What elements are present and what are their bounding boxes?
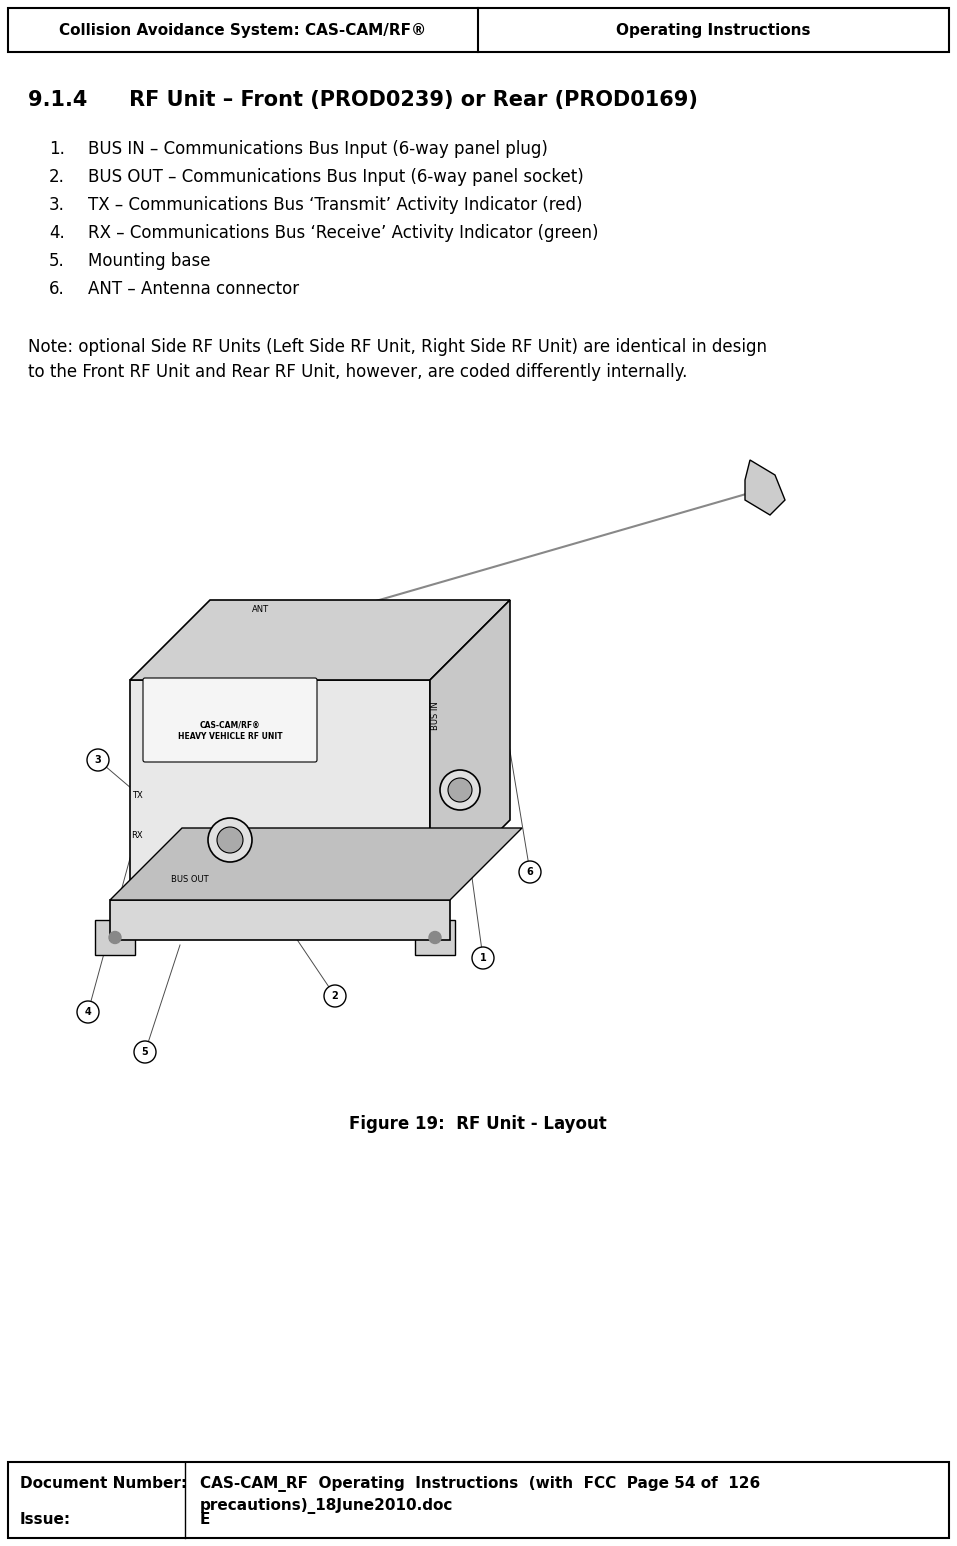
Text: RX – Communications Bus ‘Receive’ Activity Indicator (green): RX – Communications Bus ‘Receive’ Activi… — [88, 224, 598, 243]
Polygon shape — [95, 920, 135, 955]
Circle shape — [217, 827, 243, 853]
Text: ANT: ANT — [252, 606, 269, 614]
Text: BUS IN: BUS IN — [431, 702, 439, 730]
Text: Issue:: Issue: — [20, 1512, 71, 1527]
Text: CAS-CAM/RF®
HEAVY VEHICLE RF UNIT: CAS-CAM/RF® HEAVY VEHICLE RF UNIT — [178, 720, 282, 741]
Polygon shape — [415, 920, 455, 955]
Bar — [8, 8, 949, 53]
Bar — [8, 1463, 949, 1538]
Circle shape — [472, 948, 494, 969]
Text: 5.: 5. — [49, 252, 65, 271]
Circle shape — [519, 861, 541, 883]
Text: Operating Instructions: Operating Instructions — [616, 23, 811, 37]
Text: BUS OUT – Communications Bus Input (6-way panel socket): BUS OUT – Communications Bus Input (6-wa… — [88, 169, 584, 186]
Polygon shape — [110, 900, 450, 940]
Text: ANT – Antenna connector: ANT – Antenna connector — [88, 280, 300, 298]
FancyBboxPatch shape — [143, 679, 317, 762]
Text: E: E — [200, 1512, 211, 1527]
Circle shape — [324, 985, 346, 1006]
Polygon shape — [130, 680, 430, 900]
Text: TX – Communications Bus ‘Transmit’ Activity Indicator (red): TX – Communications Bus ‘Transmit’ Activ… — [88, 196, 583, 213]
Text: Collision Avoidance System: CAS-CAM/RF®: Collision Avoidance System: CAS-CAM/RF® — [59, 23, 427, 37]
Polygon shape — [110, 829, 522, 900]
Text: BUS OUT: BUS OUT — [171, 875, 209, 884]
Text: 4: 4 — [84, 1006, 91, 1017]
Text: CAS-CAM_RF  Operating  Instructions  (with  FCC  Page 54 of  126
precautions)_18: CAS-CAM_RF Operating Instructions (with … — [200, 1476, 760, 1514]
Text: TX: TX — [132, 790, 143, 799]
Text: 1.: 1. — [49, 141, 65, 158]
Text: Mounting base: Mounting base — [88, 252, 211, 271]
Text: BUS IN – Communications Bus Input (6-way panel plug): BUS IN – Communications Bus Input (6-way… — [88, 141, 547, 158]
Text: Note: optional Side RF Units (Left Side RF Unit, Right Side RF Unit) are identic: Note: optional Side RF Units (Left Side … — [28, 339, 767, 380]
Polygon shape — [130, 600, 510, 680]
Text: 9.1.4  RF Unit – Front (PROD0239) or Rear (PROD0169): 9.1.4 RF Unit – Front (PROD0239) or Rear… — [28, 90, 698, 110]
Text: 1: 1 — [479, 952, 486, 963]
Text: Figure 19:  RF Unit - Layout: Figure 19: RF Unit - Layout — [349, 1115, 607, 1133]
Text: RX: RX — [131, 830, 143, 839]
Polygon shape — [745, 461, 785, 515]
Text: 2.: 2. — [49, 169, 65, 186]
Circle shape — [87, 748, 109, 771]
Text: 5: 5 — [142, 1047, 148, 1057]
Text: 6.: 6. — [49, 280, 65, 298]
Text: 4.: 4. — [49, 224, 65, 243]
Circle shape — [440, 770, 480, 810]
Circle shape — [134, 1040, 156, 1064]
Circle shape — [109, 932, 121, 943]
Text: 2: 2 — [332, 991, 339, 1000]
Circle shape — [448, 778, 472, 802]
Circle shape — [77, 1000, 99, 1023]
Text: 6: 6 — [526, 867, 533, 877]
Circle shape — [429, 932, 441, 943]
Text: Document Number:: Document Number: — [20, 1476, 188, 1490]
Circle shape — [208, 818, 252, 863]
Text: 3.: 3. — [49, 196, 65, 213]
Polygon shape — [430, 600, 510, 900]
Text: 3: 3 — [95, 754, 101, 765]
